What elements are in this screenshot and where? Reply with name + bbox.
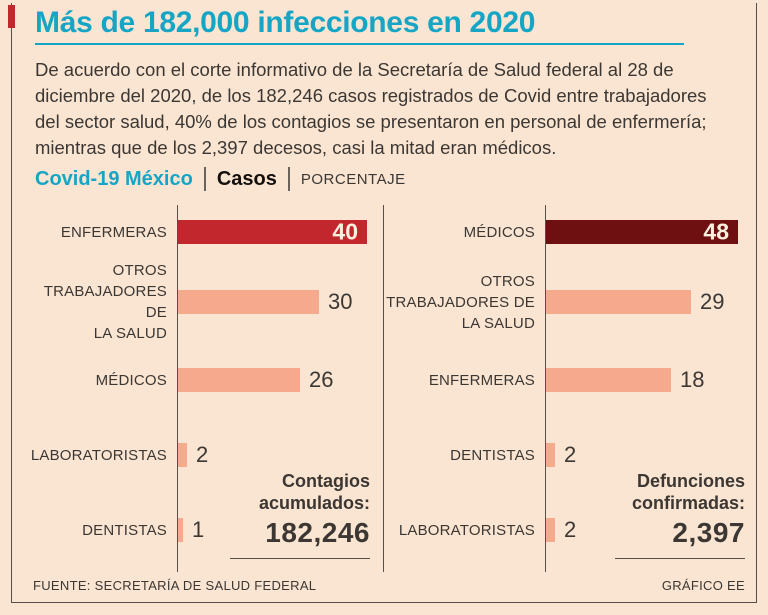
graphic-credit: GRÁFICO EE [661, 578, 745, 593]
category-label: ENFERMERAS [428, 371, 535, 389]
bar-value: 40 [332, 218, 358, 245]
chart-panel-casos: ENFERMERAS 40 OTROS TRABAJADORES DE LA SALUD… [20, 205, 383, 572]
intro-line: diciembre del 2020, de los 182,246 casos… [35, 85, 707, 106]
border-frame [11, 3, 757, 603]
source-credit: FUENTE: SECRETARÍA DE SALUD FEDERAL [33, 578, 317, 593]
bar [546, 290, 691, 314]
category-label: LABORATORISTAS [398, 521, 535, 539]
bar-row: ENFERMERAS 18 [383, 343, 756, 417]
bar-value: 29 [700, 289, 725, 314]
category-label: DENTISTAS [82, 521, 167, 539]
kicker-divider [203, 167, 206, 191]
bar [178, 443, 187, 467]
bar-value: 1 [192, 517, 205, 542]
category-label: DENTISTAS [450, 446, 535, 464]
bar-row: DENTISTAS 1 [20, 493, 383, 567]
intro-line: mientras que de los 2,397 decesos, casi … [35, 137, 557, 158]
axis-line [545, 205, 546, 572]
title-underline [35, 43, 684, 45]
category-label: MÉDICOS [463, 223, 535, 241]
footer: FUENTE: SECRETARÍA DE SALUD FEDERAL GRÁF… [33, 578, 745, 593]
bar-value: 30 [328, 289, 353, 314]
red-accent-bar [8, 5, 15, 28]
bar-row: OTROS TRABAJADORES DE LA SALUD 30 [20, 262, 383, 342]
bar [546, 368, 671, 392]
axis-line [177, 205, 178, 572]
intro-line: De acuerdo con el corte informativo de l… [35, 59, 674, 80]
bar: 40 [178, 218, 367, 245]
bar-row: OTROS TRABAJADORES DE LA SALUD 29 [383, 265, 756, 339]
bar: 48 [546, 218, 738, 245]
series-brand: Covid-19 México [35, 167, 193, 190]
category-label: OTROS TRABAJADORES DE LA SALUD [386, 272, 535, 332]
bar-value: 18 [680, 367, 705, 392]
category-label: LABORATORISTAS [30, 446, 167, 464]
bar-value: 2 [564, 442, 577, 467]
series-section: Casos [216, 167, 277, 190]
bar [178, 290, 319, 314]
annotation-rule [230, 558, 370, 559]
bar-row: DENTISTAS 2 [383, 418, 756, 492]
panel-divider [383, 205, 384, 572]
bar [178, 518, 183, 542]
bar [546, 518, 555, 542]
annotation-contagios: Contagios acumulados: 182,246 [198, 470, 370, 559]
annotation-value: 2,397 [672, 517, 745, 548]
page-title: Más de 182,000 infecciones en 2020 [35, 6, 536, 39]
bar [178, 368, 300, 392]
bar [546, 443, 555, 467]
category-label: ENFERMERAS [60, 223, 167, 241]
intro-line: del sector salud, 40% de los contagios s… [35, 111, 707, 132]
bar-value: 26 [309, 367, 334, 392]
series-kicker: Covid-19 México Casos PORCENTAJE [35, 167, 406, 191]
bar-row: MÉDICOS 48 [383, 195, 756, 269]
kicker-divider [287, 167, 290, 191]
annotation-value: 182,246 [265, 517, 370, 548]
chart-panel-defunciones: MÉDICOS 48 OTROS TRABAJADORES DE LA SALUD 29 E… [383, 205, 756, 572]
series-unit: PORCENTAJE [300, 170, 406, 188]
bar-row: LABORATORISTAS 2 [383, 493, 756, 567]
category-label: MÉDICOS [95, 371, 167, 389]
bar-value: 2 [564, 517, 577, 542]
bar-row: MÉDICOS 26 [20, 343, 383, 417]
annotation-rule [615, 558, 745, 559]
annotation-defunciones: Defunciones confirmadas: 2,397 [573, 470, 745, 559]
category-label: OTROS TRABAJADORES DE LA SALUD [43, 262, 167, 342]
bar-row: ENFERMERAS 40 [20, 195, 383, 269]
bar-value: 2 [196, 442, 209, 467]
intro-paragraph: De acuerdo con el corte informativo de l… [35, 57, 750, 161]
bar-row: LABORATORISTAS 2 [20, 418, 383, 492]
bar-value: 48 [703, 218, 729, 245]
annotation-label: Contagios acumulados: [258, 471, 370, 513]
annotation-label: Defunciones confirmadas: [631, 471, 745, 513]
